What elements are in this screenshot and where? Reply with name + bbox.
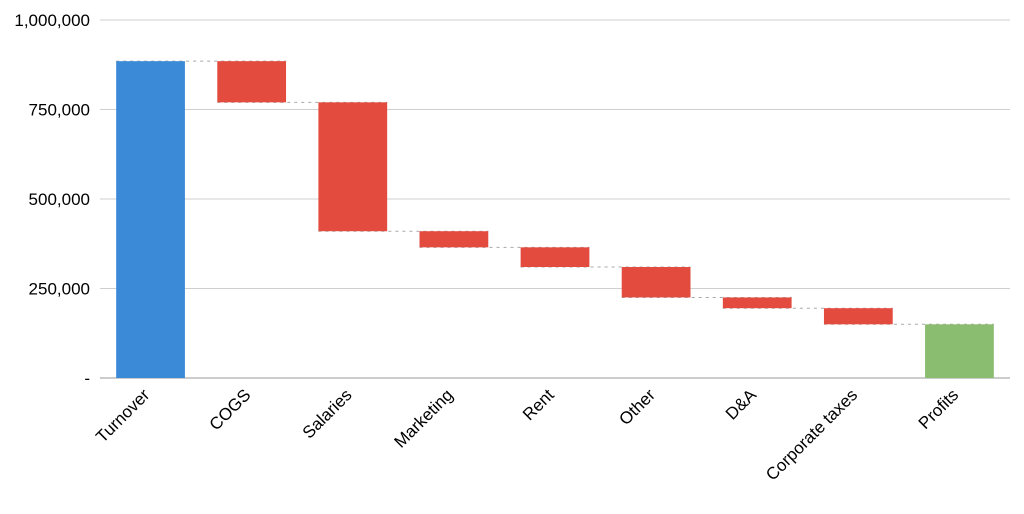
bar-negative	[824, 308, 893, 324]
y-tick-label: 1,000,000	[14, 11, 90, 30]
bar-end	[925, 324, 994, 378]
bar-negative	[318, 102, 387, 231]
chart-svg: -250,000500,000750,0001,000,000TurnoverC…	[0, 0, 1024, 514]
y-tick-label: 750,000	[29, 101, 90, 120]
y-tick-label: 250,000	[29, 280, 90, 299]
y-tick-label: -	[84, 369, 90, 388]
bar-negative	[521, 247, 590, 267]
bar-negative	[217, 61, 286, 102]
bar-start	[116, 61, 185, 378]
bar-negative	[723, 297, 792, 308]
y-tick-label: 500,000	[29, 190, 90, 209]
waterfall-chart: -250,000500,000750,0001,000,000TurnoverC…	[0, 0, 1024, 514]
bar-negative	[420, 231, 489, 247]
bar-negative	[622, 267, 691, 297]
